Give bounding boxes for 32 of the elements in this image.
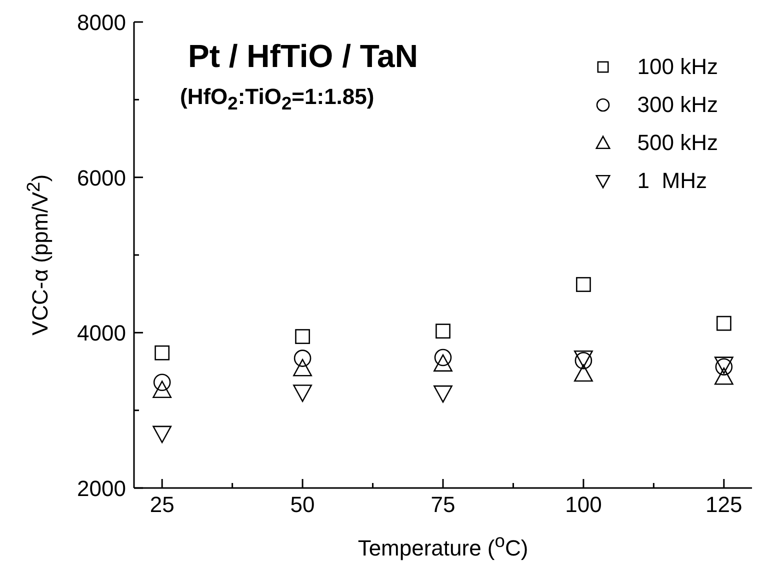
point — [434, 354, 452, 372]
x-tick-label: 125 — [706, 492, 742, 517]
x-tick-label: 50 — [290, 492, 315, 517]
y-tick-label: 4000 — [77, 320, 126, 346]
text: Pt / HfTiO / TaN — [188, 38, 418, 75]
x-tick-label: 100 — [565, 492, 602, 517]
point — [293, 358, 312, 376]
point — [154, 345, 170, 360]
point — [295, 329, 310, 344]
legend-label: 300 kHz — [637, 92, 718, 118]
point — [294, 350, 312, 367]
point — [152, 426, 172, 444]
y-tick-label: 2000 — [77, 476, 126, 501]
point — [574, 364, 593, 382]
x-tick-label: 25 — [150, 492, 174, 517]
point — [434, 385, 452, 403]
point — [716, 316, 732, 331]
y-tick-label: 8000 — [77, 10, 126, 35]
legend-label: 1 MHz — [637, 168, 707, 194]
point — [152, 380, 172, 398]
x-axis-title: Temperature ($^{o}$C) — [356, 530, 530, 562]
y-tick-label: 6000 — [77, 165, 126, 190]
legend-label: 100 kHz — [637, 54, 718, 80]
legend-label: 500 kHz — [637, 130, 718, 156]
text: (HfO$_{2}$:TiO$_{2}$=1:1.85) — [180, 84, 374, 114]
x-tick-label: 75 — [430, 492, 456, 517]
point — [153, 374, 171, 392]
point — [714, 367, 734, 385]
point — [293, 384, 312, 402]
point — [434, 348, 452, 366]
point — [576, 277, 591, 292]
point — [436, 324, 450, 339]
